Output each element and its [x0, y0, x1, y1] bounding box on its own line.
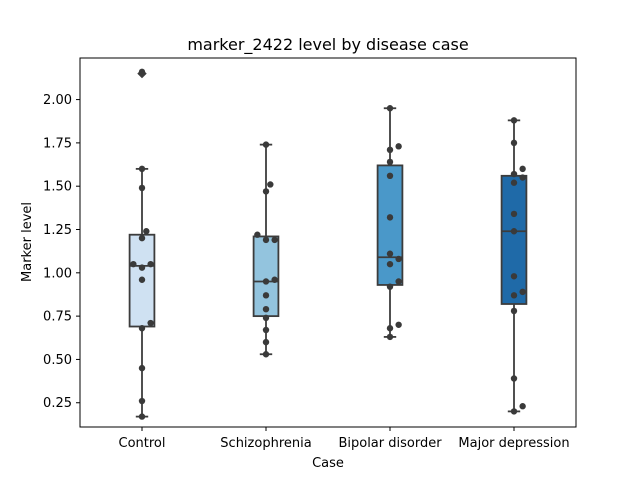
data-point — [519, 174, 526, 181]
data-point — [386, 214, 394, 221]
data-point — [138, 364, 146, 372]
data-point — [510, 170, 518, 178]
x-axis-label: Case — [312, 456, 344, 471]
data-point — [510, 139, 518, 147]
data-point — [262, 292, 270, 299]
y-tick-label: 0.75 — [43, 310, 72, 325]
data-point — [138, 413, 146, 420]
x-axis-ticks: Control Schizophrenia Bipolar disorder Majo… — [119, 427, 570, 451]
data-point — [262, 236, 270, 244]
x-tick-label: Bipolar disorder — [338, 436, 442, 451]
y-tick-label: 1.00 — [43, 266, 72, 281]
data-point — [510, 273, 518, 280]
chart-title: marker_2422 level by disease case — [187, 35, 468, 55]
x-tick-label: Schizophrenia — [220, 436, 311, 451]
data-point — [395, 321, 402, 328]
y-tick-label: 1.75 — [43, 136, 72, 151]
data-point — [143, 228, 150, 235]
box-iqr — [252, 235, 280, 318]
data-point — [130, 260, 137, 268]
data-point — [138, 184, 146, 192]
data-point — [386, 333, 394, 341]
data-point — [386, 158, 394, 166]
data-point — [395, 143, 402, 150]
data-point — [519, 288, 526, 296]
data-point — [267, 181, 274, 188]
points-layer — [130, 68, 526, 420]
y-tick-label: 1.50 — [43, 180, 72, 195]
data-point — [510, 307, 518, 315]
data-point — [386, 146, 394, 154]
data-point — [262, 188, 270, 195]
data-point — [510, 117, 518, 124]
data-point — [395, 278, 402, 285]
data-point — [510, 179, 518, 186]
data-point — [138, 276, 146, 283]
data-point — [262, 305, 270, 313]
data-point — [147, 319, 154, 327]
data-point — [138, 264, 146, 271]
data-point — [262, 314, 270, 322]
y-tick-label: 2.00 — [43, 93, 72, 108]
data-point — [386, 283, 394, 290]
data-point — [138, 68, 146, 76]
data-point — [510, 292, 518, 299]
data-point — [510, 375, 518, 382]
y-axis-label: Marker level — [20, 202, 35, 282]
x-tick-label: Major depression — [458, 436, 569, 451]
y-tick-label: 0.50 — [43, 353, 72, 368]
data-point — [262, 326, 270, 334]
data-point — [262, 338, 270, 346]
data-point — [262, 278, 270, 285]
data-point — [138, 325, 146, 332]
data-point — [386, 325, 394, 332]
boxes-layer — [128, 68, 528, 418]
data-point — [262, 351, 270, 358]
data-point — [138, 234, 146, 242]
y-axis-ticks: 0.25 0.50 0.75 1.00 1.25 1.50 1.75 2.00 — [43, 93, 80, 411]
data-point — [395, 255, 402, 263]
data-point — [386, 172, 394, 180]
data-point — [510, 210, 518, 218]
data-point — [271, 276, 278, 283]
data-point — [138, 165, 146, 173]
data-point — [519, 165, 526, 173]
x-tick-label: Control — [119, 436, 166, 451]
data-point — [147, 260, 154, 268]
data-point — [386, 250, 394, 257]
data-point — [138, 397, 146, 405]
data-point — [271, 236, 278, 244]
box-iqr — [500, 174, 528, 305]
data-point — [510, 228, 518, 235]
data-point — [519, 403, 526, 410]
y-tick-label: 1.25 — [43, 223, 72, 238]
data-point — [262, 141, 270, 148]
y-tick-label: 0.25 — [43, 396, 72, 411]
data-point — [386, 260, 394, 268]
plot-frame — [79, 57, 577, 428]
data-point — [254, 231, 261, 238]
data-point — [510, 408, 518, 415]
data-point — [386, 105, 394, 112]
